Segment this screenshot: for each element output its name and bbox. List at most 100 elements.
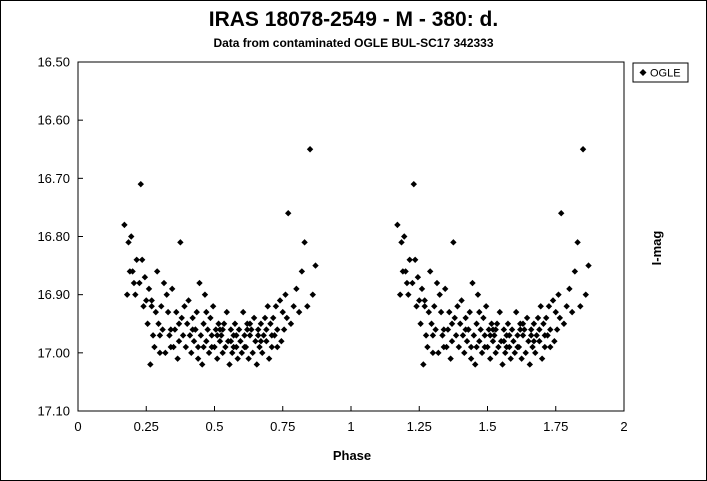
- data-point: [417, 320, 424, 327]
- data-point: [394, 221, 401, 229]
- data-point: [536, 326, 543, 333]
- data-point: [522, 349, 529, 357]
- x-tick-label: 1.25: [407, 419, 432, 434]
- data-point: [222, 343, 229, 351]
- y-tick-label: 16.70: [37, 171, 70, 186]
- data-point: [526, 361, 534, 368]
- data-point: [143, 297, 150, 304]
- data-point: [496, 308, 503, 316]
- data-point: [298, 268, 306, 275]
- data-point: [248, 326, 255, 333]
- data-point: [455, 343, 463, 351]
- data-point: [538, 355, 546, 362]
- data-point: [164, 308, 172, 316]
- data-point: [309, 291, 316, 298]
- data-point: [272, 303, 280, 310]
- data-point: [452, 332, 460, 339]
- data-point: [547, 326, 554, 333]
- data-point: [278, 338, 285, 345]
- legend-box: [632, 62, 689, 83]
- data-point: [263, 326, 270, 333]
- data-point: [144, 320, 151, 327]
- data-point: [439, 332, 446, 339]
- data-point: [194, 355, 202, 362]
- data-point: [533, 332, 540, 339]
- legend-label: OGLE: [650, 68, 681, 80]
- data-point: [510, 338, 517, 345]
- data-point: [480, 314, 487, 322]
- data-point: [530, 338, 538, 345]
- data-point: [156, 332, 164, 339]
- data-point: [477, 326, 484, 333]
- data-point: [409, 279, 416, 287]
- data-point: [192, 326, 199, 333]
- data-point: [257, 338, 265, 345]
- data-point: [257, 320, 265, 327]
- data-point: [175, 320, 183, 327]
- data-point: [181, 303, 188, 310]
- data-point: [525, 338, 532, 345]
- axis-ticks: 0 0.25 0.5 0.75 1 1.25 1.5 1.75 2 16.50 16.60 16.70…: [37, 55, 627, 435]
- data-point: [428, 320, 435, 327]
- data-point: [459, 332, 467, 339]
- data-point: [125, 239, 132, 246]
- data-point: [196, 279, 203, 287]
- data-point: [190, 338, 198, 345]
- data-point: [447, 355, 454, 362]
- data-point: [290, 303, 297, 310]
- data-point: [167, 326, 175, 333]
- data-point: [440, 343, 448, 351]
- data-point: [203, 308, 210, 316]
- data-point: [537, 303, 544, 310]
- data-point: [398, 239, 405, 246]
- data-points: [121, 146, 592, 368]
- data-point: [253, 361, 261, 368]
- data-point: [529, 343, 536, 351]
- data-point: [558, 210, 565, 217]
- data-point: [261, 314, 269, 322]
- data-point: [405, 291, 412, 298]
- data-point: [199, 361, 206, 368]
- data-point: [560, 320, 568, 327]
- data-point: [293, 285, 300, 293]
- y-axis-title: I-mag: [649, 231, 664, 266]
- data-point: [466, 308, 473, 316]
- data-point: [168, 285, 176, 293]
- data-point: [467, 355, 475, 362]
- data-point: [451, 314, 458, 322]
- data-point: [265, 355, 273, 362]
- data-point: [435, 349, 442, 357]
- data-point: [182, 343, 190, 351]
- data-point: [401, 233, 408, 240]
- data-point: [177, 239, 184, 246]
- data-point: [193, 308, 200, 316]
- data-point: [444, 326, 452, 333]
- data-point: [145, 285, 153, 293]
- data-point: [469, 279, 476, 287]
- data-point: [431, 303, 438, 310]
- data-point: [163, 291, 170, 298]
- data-point: [396, 291, 404, 298]
- data-point: [504, 320, 512, 327]
- x-axis-title: Phase: [333, 448, 371, 463]
- data-point: [230, 343, 237, 351]
- data-point: [426, 268, 434, 275]
- y-tick-label: 16.80: [37, 229, 70, 244]
- y-tick-label: 17.00: [37, 345, 70, 360]
- data-point: [499, 361, 506, 368]
- legend: OGLE: [632, 62, 689, 83]
- data-point: [536, 338, 543, 345]
- data-point: [267, 320, 274, 327]
- data-point: [212, 326, 220, 333]
- data-point: [473, 320, 480, 327]
- data-point: [156, 349, 164, 357]
- data-point: [159, 326, 166, 333]
- data-point: [541, 343, 549, 351]
- data-point: [244, 326, 251, 333]
- data-point: [301, 239, 308, 246]
- data-point: [507, 355, 514, 362]
- data-point: [473, 343, 480, 351]
- data-point: [136, 279, 143, 287]
- data-point: [179, 332, 187, 339]
- data-point: [416, 297, 423, 304]
